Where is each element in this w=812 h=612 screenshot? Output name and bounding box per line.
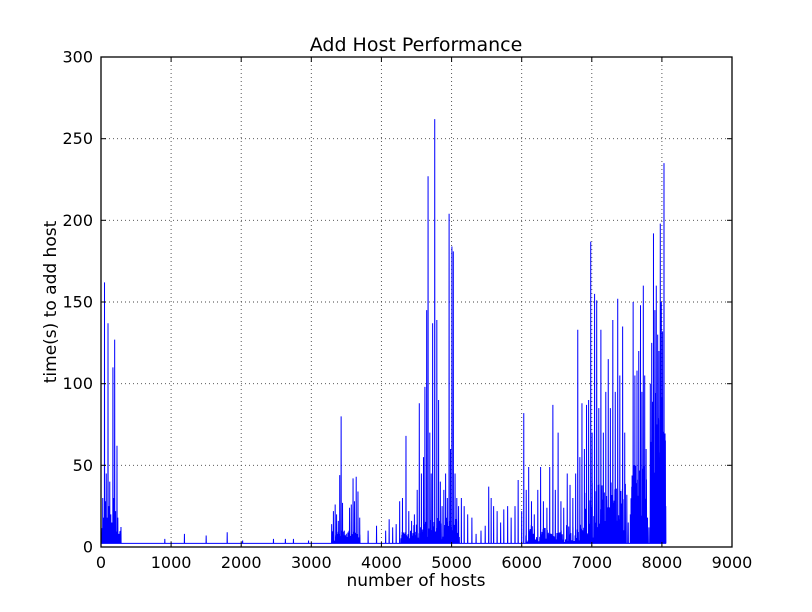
x-tick-label: 9000 xyxy=(712,553,753,572)
axis-ticks xyxy=(100,56,733,548)
x-tick-label: 0 xyxy=(96,553,106,572)
x-tick-label: 6000 xyxy=(501,553,542,572)
x-axis-label: number of hosts xyxy=(346,571,485,591)
y-tick-labels: 0 50 100 150 200 250 300 xyxy=(62,48,93,557)
x-tick-label: 5000 xyxy=(431,553,472,572)
y-tick-label: 150 xyxy=(62,293,93,312)
data-series xyxy=(100,119,667,544)
x-tick-label: 3000 xyxy=(291,553,332,572)
x-tick-labels: 0 1000 2000 3000 4000 5000 6000 7000 8000 9000 xyxy=(96,553,752,572)
x-tick-label: 8000 xyxy=(642,553,683,572)
y-tick-label: 100 xyxy=(62,374,93,393)
series-line xyxy=(100,119,667,544)
y-tick-label: 200 xyxy=(62,211,93,230)
x-tick-label: 4000 xyxy=(361,553,402,572)
y-tick-label: 50 xyxy=(73,456,93,475)
x-tick-label: 2000 xyxy=(221,553,262,572)
y-tick-label: 300 xyxy=(62,48,93,67)
y-axis-label: time(s) to add host xyxy=(41,220,61,383)
x-tick-label: 7000 xyxy=(571,553,612,572)
x-tick-label: 1000 xyxy=(151,553,192,572)
y-tick-label: 0 xyxy=(83,538,93,557)
y-tick-label: 250 xyxy=(62,129,93,148)
chart-title: Add Host Performance xyxy=(310,34,523,56)
